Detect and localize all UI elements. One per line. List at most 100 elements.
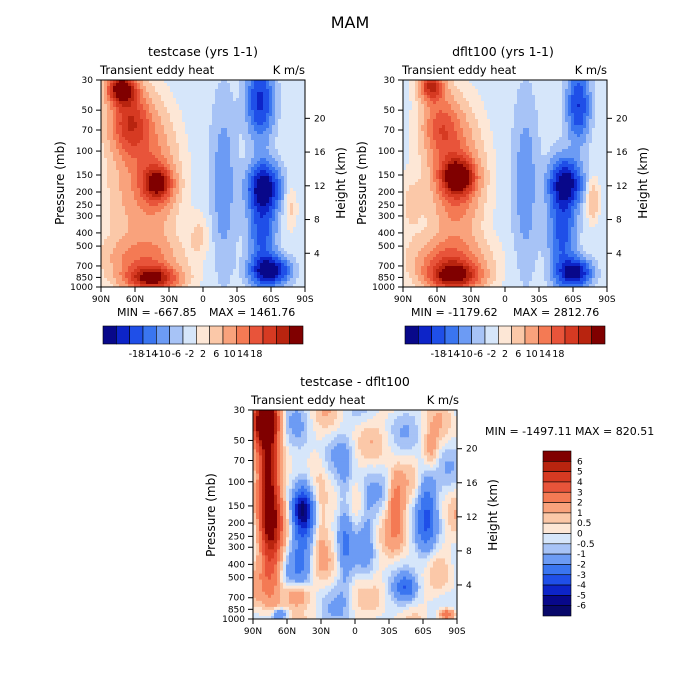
heatmap-cell [248,155,252,159]
heatmap-cell [227,98,231,102]
heatmap-cell [101,215,105,219]
heatmap-cell [119,221,123,225]
heatmap-cell [110,80,114,84]
heatmap-cell [251,278,255,282]
heatmap-cell [203,266,207,270]
heatmap-cell [155,164,159,168]
heatmap-cell [269,236,273,240]
heatmap-cell [164,254,168,258]
heatmap-cell [296,143,300,147]
heatmap-cell [152,176,156,180]
heatmap-cell [263,209,267,213]
heatmap-cell [119,281,123,285]
heatmap-cell [227,125,231,129]
heatmap-cell [212,221,216,225]
heatmap-cell [152,266,156,270]
heatmap-cell [248,143,252,147]
heatmap-cell [191,149,195,153]
heatmap-cell [257,215,261,219]
heatmap-cell [152,101,156,105]
heatmap-cell [293,134,297,138]
heatmap-cell [113,122,117,126]
heatmap-cell [200,83,204,87]
heatmap-cell [272,194,276,198]
heatmap-cell [104,86,108,90]
heatmap-cell [251,215,255,219]
heatmap-cell [116,224,120,228]
heatmap-cell [290,146,294,150]
heatmap-cell [131,83,135,87]
heatmap-cell [275,182,279,186]
heatmap-cell [224,122,228,126]
heatmap-cell [194,176,198,180]
heatmap-cell [167,158,171,162]
heatmap-cell [110,161,114,165]
heatmap-cell [221,257,225,261]
heatmap-cell [272,128,276,132]
heatmap-cell [266,278,270,282]
heatmap-cell [589,86,593,90]
heatmap-cell [236,233,240,237]
heatmap-cell [266,239,270,243]
heatmap-cell [122,203,126,207]
heatmap-cell [284,281,288,285]
heatmap-cell [134,122,138,126]
heatmap-cell [113,215,117,219]
heatmap-cell [194,101,198,105]
heatmap-cell [134,239,138,243]
heatmap-cell [263,239,267,243]
heatmap-cell [251,221,255,225]
heatmap-cell [107,173,111,177]
heatmap-cell [532,86,536,90]
heatmap-cell [245,215,249,219]
heatmap-cell [194,113,198,117]
heatmap-cell [293,158,297,162]
heatmap-cell [230,149,234,153]
heatmap-cell [260,215,264,219]
heatmap-cell [266,98,270,102]
heatmap-cell [173,197,177,201]
heatmap-cell [119,149,123,153]
heatmap-cell [182,158,186,162]
heatmap-cell [236,98,240,102]
heatmap-cell [275,95,279,99]
heatmap-cell [200,209,204,213]
heatmap-cell [146,227,150,231]
heatmap-cell [233,185,237,189]
heatmap-cell [269,140,273,144]
heatmap-cell [116,236,120,240]
heatmap-cell [155,80,159,84]
heatmap-cell [185,128,189,132]
heatmap-cell [562,80,566,84]
heatmap-cell [248,185,252,189]
heatmap-cell [203,164,207,168]
heatmap-cell [245,107,249,111]
heatmap-cell [266,191,270,195]
heatmap-cell [101,134,105,138]
heatmap-cell [209,200,213,204]
heatmap-cell [107,260,111,264]
heatmap-cell [218,140,222,144]
heatmap-cell [290,173,294,177]
heatmap-cell [125,143,129,147]
heatmap-cell [101,167,105,171]
heatmap-cell [176,185,180,189]
heatmap-cell [598,86,602,90]
heatmap-cell [275,221,279,225]
heatmap-cell [290,152,294,156]
heatmap-cell [257,113,261,117]
heatmap-cell [239,185,243,189]
heatmap-cell [275,92,279,96]
heatmap-cell [131,251,135,255]
heatmap-cell [176,98,180,102]
heatmap-cell [299,131,303,135]
heatmap-cell [176,266,180,270]
heatmap-cell [215,140,219,144]
heatmap-cell [128,251,132,255]
heatmap-cell [155,134,159,138]
heatmap-cell [116,242,120,246]
heatmap-cell [167,152,171,156]
heatmap-cell [266,263,270,267]
heatmap-cell [287,236,291,240]
heatmap-cell [143,125,147,129]
